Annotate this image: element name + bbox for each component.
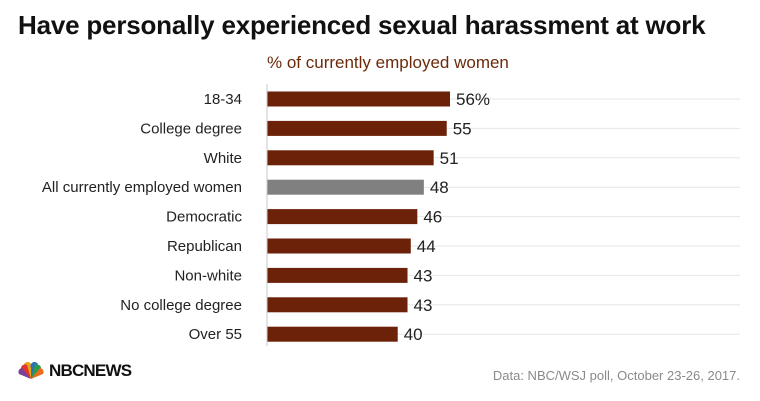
category-label: All currently employed women: [42, 179, 242, 196]
bar: [267, 238, 411, 254]
category-label: White: [204, 150, 242, 167]
value-label: 55: [453, 119, 472, 138]
category-label: Over 55: [189, 326, 242, 343]
source-note: Data: NBC/WSJ poll, October 23-26, 2017.: [492, 368, 740, 383]
bar: [267, 267, 408, 283]
value-label: 40: [404, 325, 423, 344]
chart-subtitle: % of currently employed women: [267, 53, 509, 72]
category-label: Democratic: [166, 209, 242, 226]
bar: [267, 120, 447, 136]
chart-title: Have personally experienced sexual haras…: [18, 10, 706, 40]
logo-text: NBCNEWS: [49, 361, 132, 380]
value-label: 46: [423, 208, 442, 227]
bar: [267, 150, 434, 166]
value-label: 43: [414, 296, 433, 315]
category-label: 18-34: [204, 91, 242, 108]
category-label: Non-white: [174, 267, 242, 284]
bar: [267, 91, 450, 107]
bar: [267, 326, 398, 342]
value-label: 48: [430, 178, 449, 197]
bar: [267, 209, 418, 225]
category-label: Republican: [167, 238, 242, 255]
nbc-news-logo: NBCNEWS: [18, 361, 132, 381]
category-label: No college degree: [120, 297, 242, 314]
bar: [267, 297, 408, 313]
value-label: 43: [414, 266, 433, 285]
category-label: College degree: [140, 120, 242, 137]
bar: [267, 179, 424, 195]
value-label: 44: [417, 237, 436, 256]
value-label: 51: [440, 149, 459, 168]
nbc-peacock-icon: [18, 362, 44, 379]
value-label: 56%: [456, 90, 490, 109]
